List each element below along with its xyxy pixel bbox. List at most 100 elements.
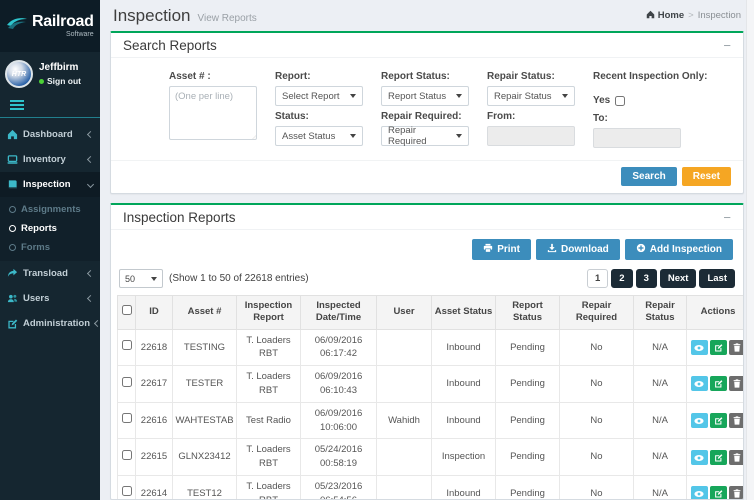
edit-report-button[interactable] <box>709 413 727 429</box>
view-report-button[interactable] <box>690 486 708 499</box>
page-button-3[interactable]: 3 <box>635 269 657 288</box>
delete-report-button[interactable] <box>728 486 743 499</box>
breadcrumb-home[interactable]: Home <box>646 10 684 22</box>
cell-repair-required: No <box>559 401 634 440</box>
sidebar-toggle-icon[interactable] <box>0 94 34 117</box>
view-report-button[interactable] <box>690 376 708 392</box>
caret-down-icon <box>350 94 356 98</box>
row-checkbox[interactable] <box>121 376 132 387</box>
view-report-button[interactable] <box>690 339 708 355</box>
view-report-button[interactable] <box>690 413 708 429</box>
cell-repair-status: N/A <box>633 328 687 367</box>
download-icon <box>547 243 557 256</box>
col-asset-status: Asset Status <box>431 295 496 330</box>
print-button[interactable]: Print <box>472 239 531 260</box>
signout-link[interactable]: Sign out <box>39 76 81 86</box>
asset-status-select[interactable]: Asset Status <box>275 126 363 146</box>
table-header-row: ID Asset # Inspection Report Inspected D… <box>117 295 743 330</box>
entries-info: (Show 1 to 50 of 22618 entries) <box>169 273 309 284</box>
row-checkbox[interactable] <box>121 340 132 351</box>
cell-user <box>376 438 432 476</box>
table-body: 22618 TESTING T. Loaders RBT 06/09/2016 06:1… <box>117 328 743 499</box>
repair-required-select[interactable]: Repair Required <box>381 125 469 147</box>
view-report-button[interactable] <box>690 449 708 465</box>
from-date-input[interactable] <box>487 126 575 146</box>
delete-report-button[interactable] <box>728 339 743 355</box>
select-all-checkbox[interactable] <box>121 305 132 316</box>
from-label: From: <box>487 111 516 122</box>
sidebar-item-transload[interactable]: Transload <box>0 261 100 286</box>
search-button[interactable]: Search <box>621 167 677 186</box>
page-button-next[interactable]: Next <box>659 269 697 288</box>
page-size-select[interactable]: 50 <box>119 269 163 288</box>
trash-icon <box>733 376 741 391</box>
cell-user: Wahidh <box>376 401 432 440</box>
cell-inspection-report: T. Loaders RBT <box>236 365 301 403</box>
report-status-select[interactable]: Report Status <box>381 86 469 106</box>
cell-inspection-report: Test Radio <box>236 401 301 440</box>
page-button-last[interactable]: Last <box>699 269 735 288</box>
inspection-submenu: Assignments Reports Forms <box>0 197 100 261</box>
edit-report-button[interactable] <box>709 486 727 499</box>
sidebar-item-administration[interactable]: Administration <box>0 311 100 336</box>
repair-status-select[interactable]: Repair Status <box>487 86 575 106</box>
trash-icon <box>733 486 741 499</box>
delete-report-button[interactable] <box>728 449 743 465</box>
submenu-item-assignments[interactable]: Assignments <box>0 200 100 219</box>
add-inspection-button[interactable]: Add Inspection <box>624 239 733 260</box>
collapse-panel-button[interactable]: − <box>723 210 731 225</box>
row-checkbox[interactable] <box>121 486 132 497</box>
cell-actions <box>686 401 743 440</box>
cell-actions <box>686 438 743 476</box>
row-checkbox[interactable] <box>121 449 132 460</box>
circle-icon <box>9 206 16 213</box>
reports-panel-title: Inspection Reports <box>123 210 236 225</box>
cell-repair-required: No <box>559 328 634 367</box>
edit-report-button[interactable] <box>709 376 727 392</box>
to-date-input[interactable] <box>593 128 681 148</box>
sidebar-item-users[interactable]: Users <box>0 286 100 311</box>
repair-required-label: Repair Required: <box>381 111 462 122</box>
asset-number-input[interactable] <box>169 86 257 140</box>
submenu-item-forms[interactable]: Forms <box>0 238 100 257</box>
sidebar-item-inventory[interactable]: Inventory <box>0 147 100 172</box>
page-scrollbar[interactable] <box>746 0 754 500</box>
submenu-item-reports[interactable]: Reports <box>0 219 100 238</box>
sidebar-item-dashboard[interactable]: Dashboard <box>0 122 100 147</box>
user-block: HTR Jeffbirm Sign out <box>0 52 100 94</box>
table-controls: 50 (Show 1 to 50 of 22618 entries) 1 2 3… <box>111 265 743 293</box>
collapse-panel-button[interactable]: − <box>723 38 731 53</box>
delete-report-button[interactable] <box>728 413 743 429</box>
sidebar: Railroad Software HTR Jeffbirm Sign out … <box>0 0 100 500</box>
page-button-1[interactable]: 1 <box>586 269 609 288</box>
sidebar-item-inspection[interactable]: Inspection <box>0 172 100 197</box>
cell-id: 22617 <box>135 365 173 403</box>
user-name: Jeffbirm <box>39 62 79 73</box>
table-row: 22616 WAHTESTAB Test Radio 06/09/2016 10:06:… <box>117 401 743 440</box>
circle-icon <box>9 225 16 232</box>
download-button[interactable]: Download <box>535 239 620 260</box>
reset-button[interactable]: Reset <box>681 167 731 186</box>
chevron-left-icon <box>86 294 95 303</box>
asset-number-label: Asset # : <box>169 71 211 82</box>
breadcrumb-current: Inspection <box>697 10 741 21</box>
page-button-2[interactable]: 2 <box>611 269 633 288</box>
repair-status-label: Repair Status: <box>487 71 555 82</box>
cell-inspection-report: T. Loaders RBT <box>236 438 301 476</box>
recent-inspection-checkbox[interactable] <box>615 95 626 106</box>
report-select[interactable]: Select Report <box>275 86 363 106</box>
row-checkbox[interactable] <box>121 413 132 424</box>
eye-icon <box>694 376 704 391</box>
content-header: Inspection View Reports Home > Inspectio… <box>110 0 744 31</box>
edit-icon <box>714 486 723 499</box>
table-row: 22615 GLNX23412 T. Loaders RBT 05/24/2016 00… <box>117 438 743 476</box>
delete-report-button[interactable] <box>728 376 743 392</box>
edit-report-button[interactable] <box>709 449 727 465</box>
sidebar-divider <box>0 117 100 118</box>
edit-report-button[interactable] <box>709 339 727 355</box>
online-status-dot <box>39 78 44 84</box>
cell-asset-status: Inbound <box>431 401 496 440</box>
